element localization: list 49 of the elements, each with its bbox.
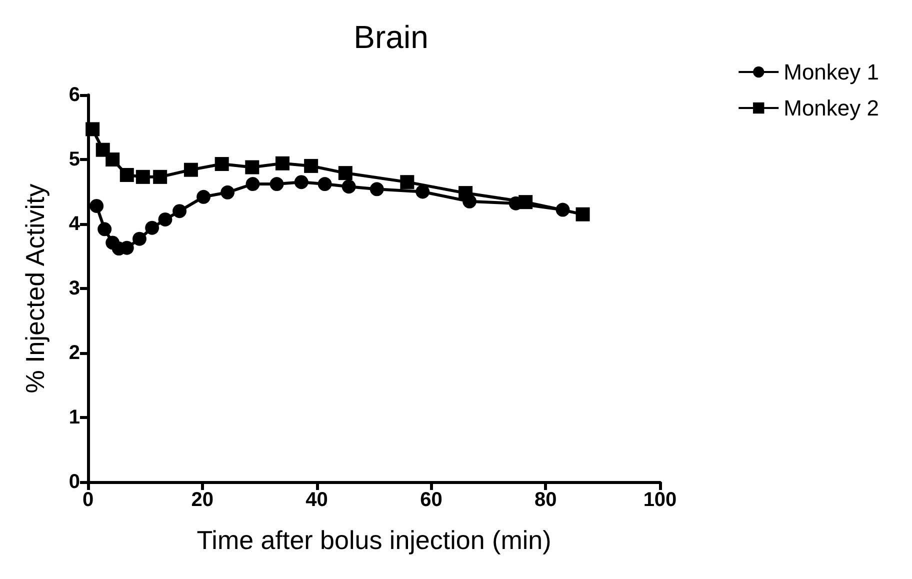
point (576, 207, 590, 222)
point (145, 220, 160, 235)
x-tick-label: 60 (420, 489, 442, 511)
point (416, 184, 430, 199)
point (106, 152, 120, 166)
x-tick-label: 20 (191, 489, 214, 511)
point (90, 198, 104, 213)
point (196, 190, 211, 204)
point (245, 160, 260, 174)
point (275, 156, 290, 170)
x-axis-title: Time after bolus injection (min) (196, 525, 552, 555)
y-tick-label: 2 (68, 342, 80, 364)
point (172, 204, 187, 218)
y-tick-label: 3 (68, 278, 80, 300)
point (304, 158, 318, 173)
point (338, 166, 352, 180)
point (132, 232, 146, 246)
point (270, 177, 284, 192)
y-tick-label: 1 (68, 406, 80, 428)
point (246, 177, 260, 192)
point (370, 182, 384, 196)
chart-title: Brain (354, 19, 428, 55)
legend-label: Monkey 1 (784, 60, 880, 84)
point (400, 175, 414, 190)
point (214, 157, 229, 172)
legend-label: Monkey 2 (784, 96, 880, 120)
y-tick-label: 4 (68, 213, 81, 235)
y-tick-label: 5 (68, 148, 80, 170)
point (86, 122, 100, 136)
point (158, 212, 172, 226)
y-axis-title: % Injected Activity (20, 184, 50, 394)
x-tick-label: 100 (643, 489, 677, 511)
point (153, 170, 168, 184)
point (458, 186, 473, 200)
point (556, 202, 570, 217)
point (136, 170, 150, 184)
point (220, 185, 235, 200)
point (184, 162, 198, 177)
y-tick-label: 6 (68, 84, 80, 106)
point (294, 175, 308, 190)
point (98, 222, 112, 236)
point (120, 168, 134, 182)
point (342, 180, 356, 194)
point (518, 195, 533, 210)
x-tick-label: 40 (306, 489, 328, 511)
x-tick-label: 0 (82, 489, 94, 511)
x-tick-label: 80 (534, 489, 557, 511)
y-tick-label: 0 (68, 471, 80, 493)
point (318, 177, 332, 192)
